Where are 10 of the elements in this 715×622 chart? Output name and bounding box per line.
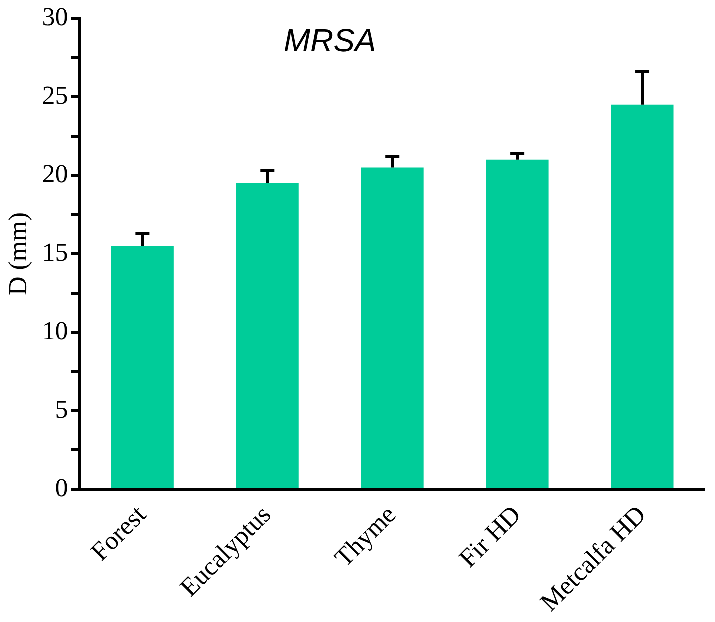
chart-title: MRSA <box>284 22 376 59</box>
y-tick-label: 5 <box>55 394 68 424</box>
y-axis-title: D (mm) <box>3 212 32 296</box>
y-tick-label: 30 <box>42 2 68 32</box>
y-tick-label: 25 <box>42 80 68 110</box>
y-tick-label: 10 <box>42 316 68 346</box>
x-tick-label: Fir HD <box>454 500 527 574</box>
y-tick-label: 0 <box>55 473 68 502</box>
y-tick-label: 15 <box>42 238 68 267</box>
y-tick-label: 20 <box>42 159 68 188</box>
